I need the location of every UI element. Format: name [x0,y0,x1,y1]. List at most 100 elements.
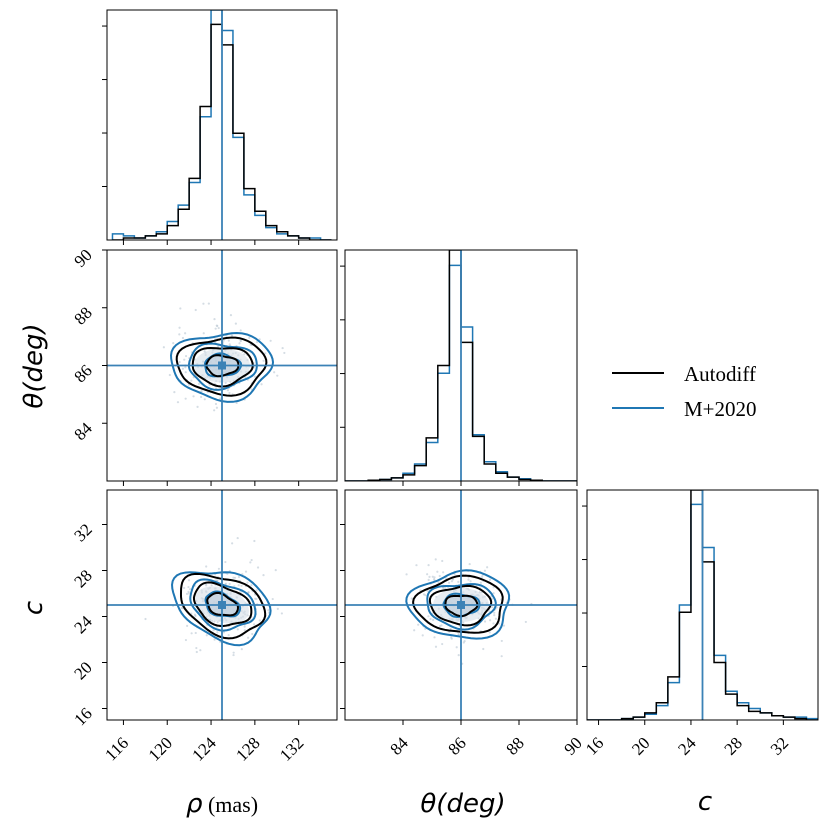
scatter-point [203,398,206,401]
x-axis-label-theta: θ(deg) [420,789,505,819]
legend-label-m2020: M+2020 [684,397,757,421]
scatter-point [238,342,241,345]
ytick-label-c: 20 [70,658,95,683]
ytick-label-c: 32 [70,520,95,545]
scatter-point [260,383,263,386]
ytick-label-theta: 90 [70,245,95,270]
scatter-point [483,620,487,623]
contour-autodiff [179,572,267,640]
scatter-point [441,559,444,563]
scatter-point [200,389,203,393]
scatter-point [194,631,197,635]
scatter-point [262,574,265,577]
scatter-point [449,627,452,631]
scatter-point [427,563,430,567]
scatter-point [415,564,418,567]
scatter-point [184,638,188,642]
scatter-point [447,581,451,584]
scatter-point [200,395,203,399]
scatter-point [455,646,458,649]
scatter-point [211,619,214,622]
scatter-point [488,619,492,622]
rho-unit: (mas) [202,792,258,817]
scatter-point [186,624,189,627]
scatter-point [524,620,527,624]
scatter-point [215,406,219,409]
scatter-point [283,351,286,355]
panel-frame-2-0 [106,489,338,721]
scatter-point [491,606,494,609]
scatter-point [217,567,221,570]
scatter-point [183,586,186,590]
contour-autodiff [192,581,253,628]
scatter-point [195,650,198,654]
scatter-point [188,588,192,591]
scatter-point [228,582,231,586]
scatter-point [432,618,435,622]
scatter-point [193,613,197,616]
scatter-point [243,625,246,628]
scatter-point [233,576,237,579]
scatter-point [247,591,250,594]
xtick-label-theta: 88 [502,733,527,758]
scatter-point [209,618,212,621]
scatter-point [214,402,218,406]
scatter-point [280,612,283,615]
scatter-point [492,592,495,595]
scatter-point [216,631,219,634]
panel-frame-2-2 [586,489,819,721]
xtick-label-rho: 116 [101,733,132,764]
scatter-point [467,578,470,581]
scatter-point [180,606,183,610]
scatter-point [246,581,249,584]
scatter-point [463,639,466,643]
scatter-point [451,578,455,581]
scatter-point [253,539,256,543]
scatter-point [273,371,276,374]
ytick-label-theta: 88 [70,303,95,328]
scatter-point [202,332,205,335]
truth-marker-2-0 [218,601,226,609]
scatter-point [205,565,208,568]
xtick-label-theta: 84 [386,733,412,759]
truth-marker-1-0 [218,361,226,370]
scatter-point [492,622,495,625]
scatter-point [184,371,187,374]
scatter-point [173,391,176,394]
scatter-point [190,632,193,635]
truth-marker-2-1 [457,601,465,609]
scatter-point [178,326,181,329]
y-axis-label-theta: θ(deg) [19,323,49,408]
scatter-point [453,573,456,576]
scatter-point [181,367,185,370]
xtick-label-c: 16 [582,733,607,758]
scatter-point [486,566,489,569]
scatter-point [216,324,219,328]
scatter-point [274,569,277,572]
scatter-point [239,329,242,332]
scatter-point [240,648,243,651]
scatter-point [184,332,187,335]
scatter-point [479,581,482,584]
scatter-point [421,634,424,637]
scatter-point [234,322,237,325]
scatter-point [184,366,187,369]
scatter-point [196,405,199,408]
scatter-point [230,334,233,337]
scatter-point [178,360,181,364]
legend: Autodiff M+2020 [612,362,757,421]
scatter-point [468,562,471,566]
scatter-point [262,359,265,362]
scatter-point [162,346,165,349]
scatter-point [205,584,208,587]
scatter-point [492,586,495,589]
rho-symbol: ρ [186,789,203,819]
x-axis-label-rho: ρ (mas) [186,789,258,819]
scatter-point [210,584,213,587]
scatter-point [217,326,220,330]
scatter-point [213,620,216,623]
scatter-point [442,586,445,589]
scatter-point [237,584,240,587]
scatter-point [405,573,408,576]
